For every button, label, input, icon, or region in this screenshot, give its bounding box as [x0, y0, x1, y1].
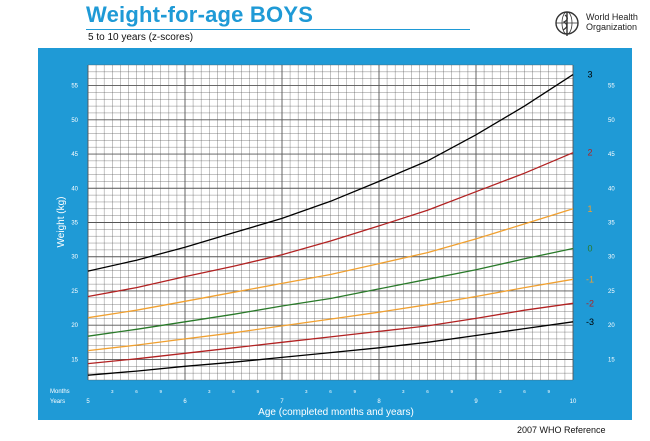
y-tick-label-right: 55: [608, 84, 615, 90]
z-score-labels: 3 2 1 0 -1 -2 -3: [586, 70, 594, 327]
x-tick-year: 10: [570, 399, 577, 405]
x-tick-month: 6: [426, 389, 429, 394]
x-tick-month: 9: [353, 389, 356, 394]
who-logo-line1: World Health: [586, 12, 638, 22]
x-tick-month: 3: [402, 389, 405, 394]
z-score-end-label: -1: [586, 274, 594, 284]
who-emblem-icon: [555, 11, 579, 36]
z-score-end-label: -2: [586, 298, 594, 308]
y-tick-label-right: 15: [608, 357, 615, 363]
y-ticks-left: 15 20 25 30 35 40 45 50 55: [71, 84, 78, 364]
y-tick-label-left: 45: [71, 152, 78, 158]
x-tick-year: 7: [280, 399, 284, 405]
y-ticks-right: 15 20 25 30 35 40 45 50 55: [608, 84, 615, 364]
z-score-line: [87, 208, 574, 319]
x-tick-month: 3: [111, 389, 114, 394]
z-score-line: [87, 247, 574, 337]
z-score-end-label: 0: [587, 244, 592, 254]
x-tick-month: 3: [499, 389, 502, 394]
who-logo-text: World Health Organization: [586, 12, 638, 32]
x-tick-year: 8: [377, 399, 381, 405]
y-tick-label-left: 20: [71, 323, 78, 329]
z-score-end-label: -3: [586, 317, 594, 327]
who-logo-line2: Organization: [586, 22, 638, 32]
x-ticks: 5 6 7 8 9 10 3 6 9 3 6 9 3 6 9 3 6 9 3 6 9: [86, 389, 577, 405]
x-tick-month: 3: [305, 389, 308, 394]
y-tick-label-left: 55: [71, 84, 78, 90]
y-tick-label-right: 25: [608, 289, 615, 295]
y-tick-label-left: 25: [71, 289, 78, 295]
chart-subtitle: 5 to 10 years (z-scores): [88, 32, 194, 43]
y-tick-label-right: 50: [608, 118, 615, 124]
z-score-end-label: 1: [587, 204, 592, 214]
grid: [87, 64, 574, 381]
x-axis-label: Age (completed months and years): [258, 407, 414, 418]
x-tick-month: 6: [329, 389, 332, 394]
y-tick-label-left: 50: [71, 118, 78, 124]
z-score-end-label: 2: [587, 148, 592, 158]
y-tick-label-left: 35: [71, 221, 78, 227]
y-tick-label-left: 40: [71, 186, 78, 192]
z-score-line: [87, 302, 574, 365]
y-tick-label-right: 20: [608, 323, 615, 329]
y-tick-label-right: 40: [608, 186, 615, 192]
x-tick-month: 9: [450, 389, 453, 394]
z-score-line: [87, 74, 574, 272]
x-tick-year: 9: [474, 399, 478, 405]
x-tick-month: 6: [523, 389, 526, 394]
y-axis-label: Weight (kg): [56, 197, 67, 248]
x-tick-year: 6: [183, 399, 187, 405]
chart-title: Weight-for-age BOYS: [86, 2, 314, 27]
reference-note: 2007 WHO Reference: [517, 425, 606, 435]
title-underline: [86, 29, 470, 30]
x-tick-month: 9: [547, 389, 550, 394]
x-tick-year: 5: [86, 399, 90, 405]
y-tick-label-right: 45: [608, 152, 615, 158]
x-tick-month: 9: [159, 389, 162, 394]
x-tick-month: 9: [256, 389, 259, 394]
months-row-label: Months: [50, 389, 70, 395]
z-score-line: [87, 321, 574, 376]
y-tick-label-left: 30: [71, 255, 78, 261]
y-tick-label-right: 35: [608, 221, 615, 227]
z-score-line: [87, 278, 574, 352]
y-tick-label-left: 15: [71, 357, 78, 363]
z-score-lines: [87, 74, 574, 376]
x-tick-month: 3: [208, 389, 211, 394]
z-score-end-label: 3: [587, 70, 592, 80]
x-tick-month: 6: [135, 389, 138, 394]
x-tick-month: 6: [232, 389, 235, 394]
z-score-line: [87, 152, 574, 298]
years-row-label: Years: [50, 399, 65, 405]
y-tick-label-right: 30: [608, 255, 615, 261]
